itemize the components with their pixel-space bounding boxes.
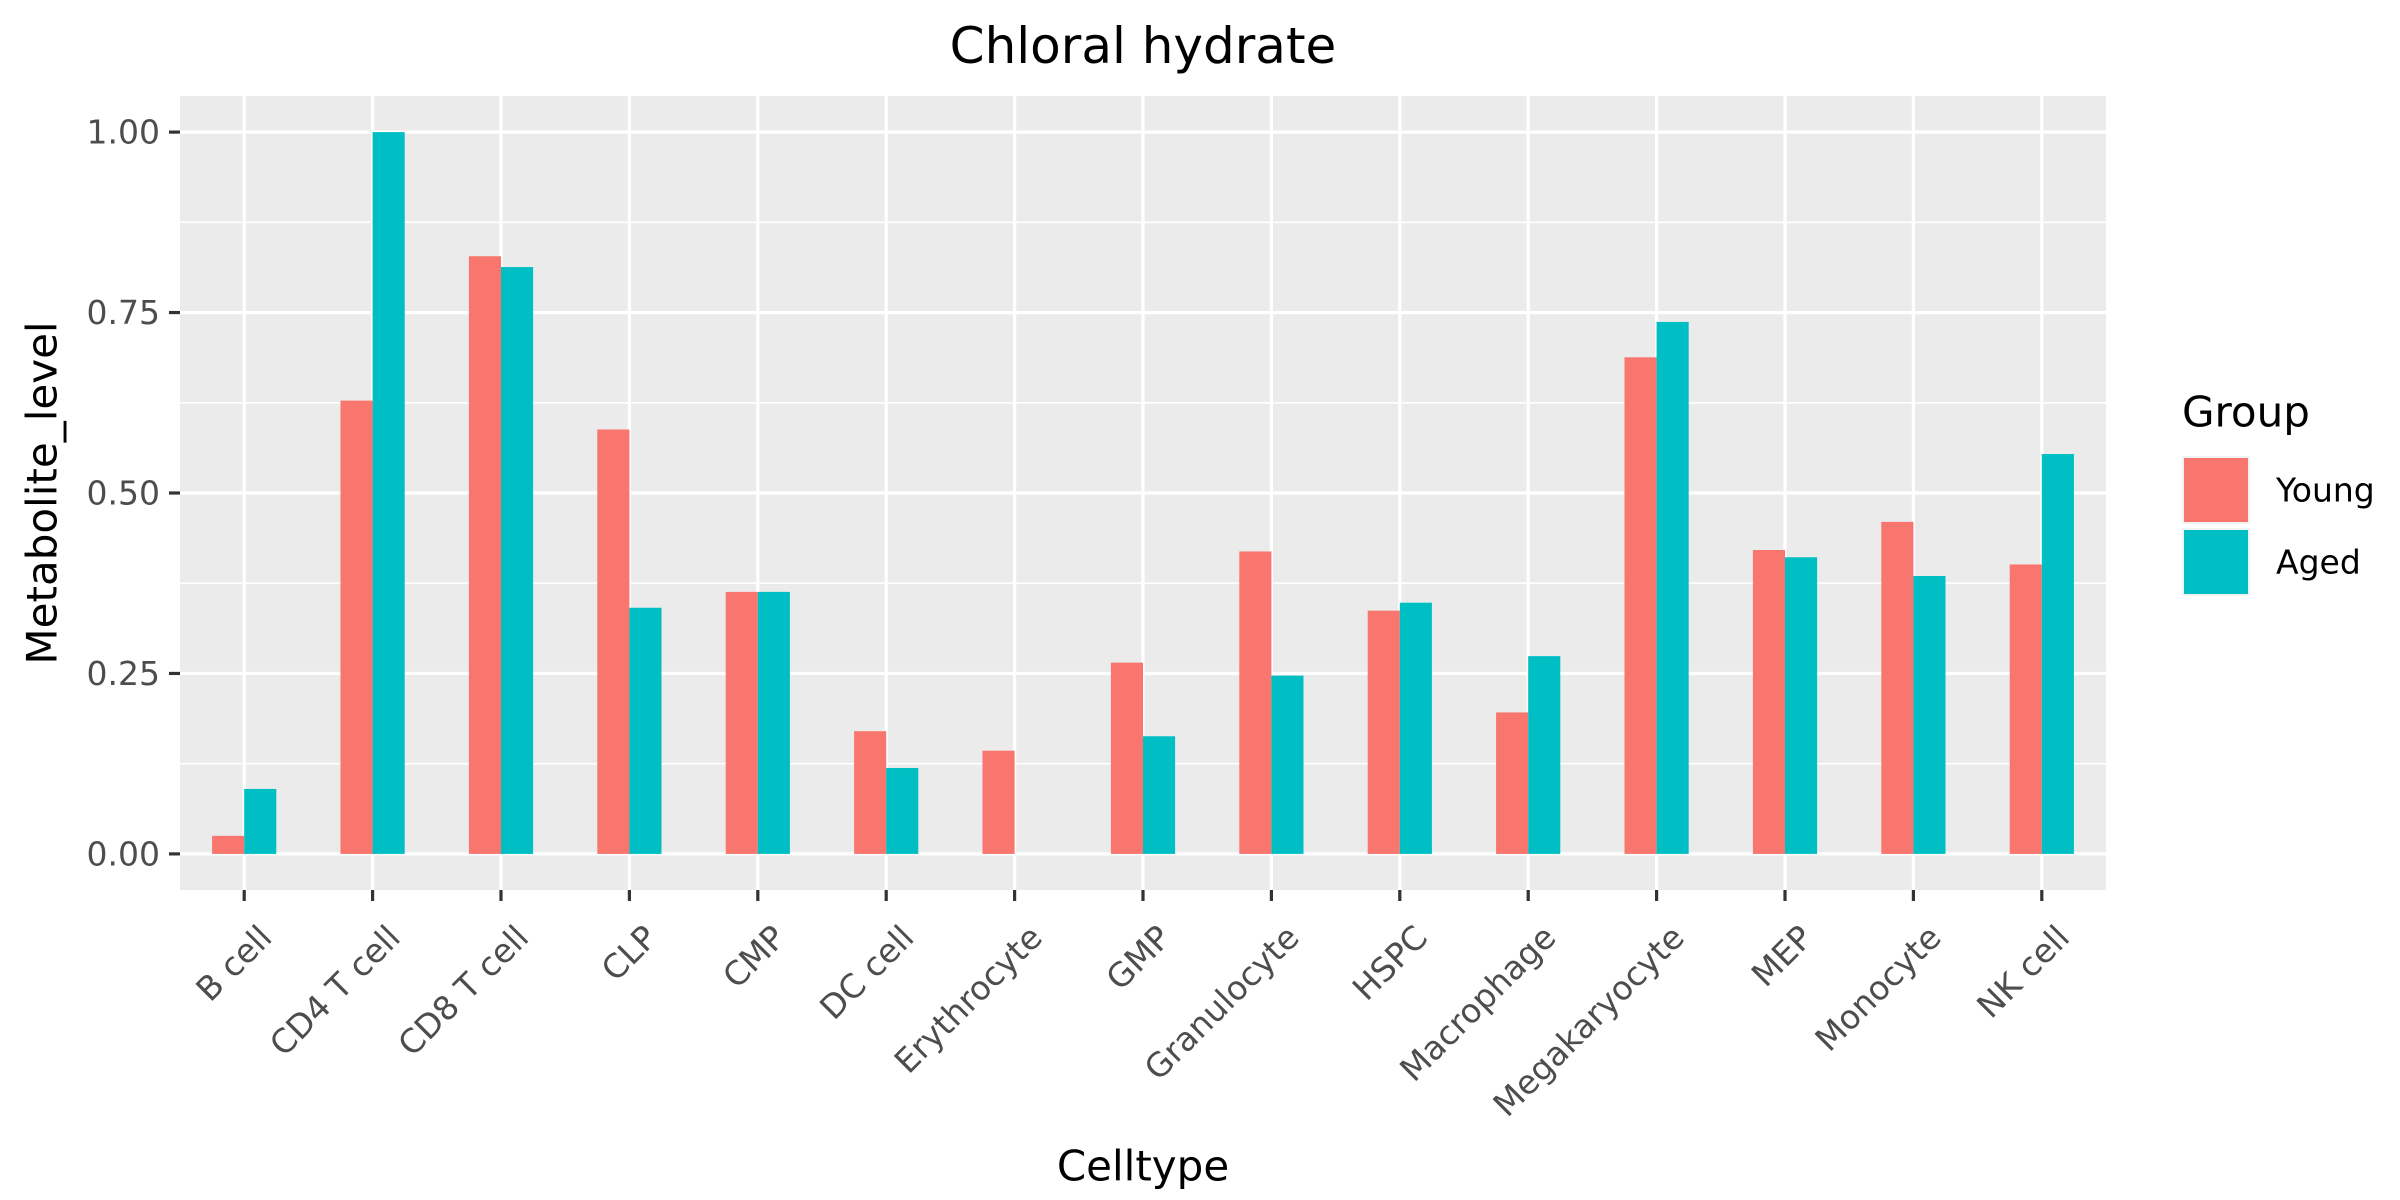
bar-young-1 [340, 400, 373, 854]
x-tick-label: CMP [715, 918, 793, 996]
bar-aged-13 [1913, 576, 1946, 854]
bar-aged-11 [1656, 321, 1689, 854]
legend: Group Young Aged [2182, 388, 2375, 596]
bars [212, 132, 2074, 854]
bar-young-13 [1881, 521, 1914, 854]
bar-young-4 [725, 591, 758, 854]
bar-aged-12 [1785, 557, 1818, 854]
bar-young-3 [597, 429, 630, 854]
bar-aged-2 [501, 267, 534, 854]
x-tick-label: CLP [594, 918, 665, 989]
chart-title: Chloral hydrate [950, 17, 1337, 75]
bar-aged-10 [1528, 656, 1561, 854]
x-tick-label: GMP [1098, 918, 1178, 998]
bar-aged-9 [1399, 602, 1432, 854]
legend-key-aged [2184, 530, 2248, 594]
y-tick-label: 0.00 [87, 834, 160, 873]
legend-label-young: Young [2275, 471, 2375, 510]
legend-items: Young Aged [2182, 456, 2375, 596]
y-tick-label: 0.75 [87, 293, 160, 332]
bar-young-2 [468, 256, 501, 854]
bar-young-11 [1624, 357, 1657, 854]
y-tick-label: 1.00 [87, 113, 160, 152]
bar-young-10 [1496, 712, 1529, 854]
x-tick-label: NK cell [1969, 918, 2077, 1026]
legend-key-young [2184, 458, 2248, 522]
bar-young-0 [212, 835, 245, 854]
bar-aged-0 [244, 788, 277, 854]
x-tick-label: DC cell [812, 918, 921, 1027]
x-tick-label: CD8 T cell [390, 918, 536, 1064]
legend-label-aged: Aged [2276, 543, 2361, 582]
bar-aged-3 [629, 607, 662, 854]
bar-young-12 [1752, 550, 1785, 854]
bar-young-6 [982, 750, 1015, 854]
y-tick-label: 0.25 [87, 654, 160, 693]
x-axis-title: Celltype [1057, 1142, 1229, 1191]
bar-young-5 [854, 731, 887, 854]
bar-young-7 [1110, 662, 1143, 854]
bar-aged-7 [1143, 736, 1176, 854]
bar-young-9 [1367, 610, 1400, 854]
x-tick-label: CD4 T cell [262, 918, 408, 1064]
y-axis: 0.00 0.25 0.50 0.75 1.00 [87, 113, 180, 873]
x-tick-label: Monocyte [1807, 918, 1948, 1059]
x-tick-label: MEP [1744, 918, 1821, 995]
y-axis-title: Metabolite_level [18, 321, 67, 664]
legend-title: Group [2182, 388, 2310, 437]
x-tick-label: HSPC [1345, 918, 1435, 1008]
bar-aged-14 [2041, 454, 2074, 854]
bar-aged-4 [757, 591, 790, 854]
bar-aged-5 [886, 768, 919, 854]
y-tick-label: 0.50 [87, 474, 160, 513]
x-tick-label: B cell [188, 918, 279, 1009]
bar-young-14 [2009, 564, 2042, 854]
bar-aged-8 [1271, 675, 1304, 854]
bar-young-8 [1239, 551, 1272, 854]
bar-aged-1 [372, 132, 405, 854]
